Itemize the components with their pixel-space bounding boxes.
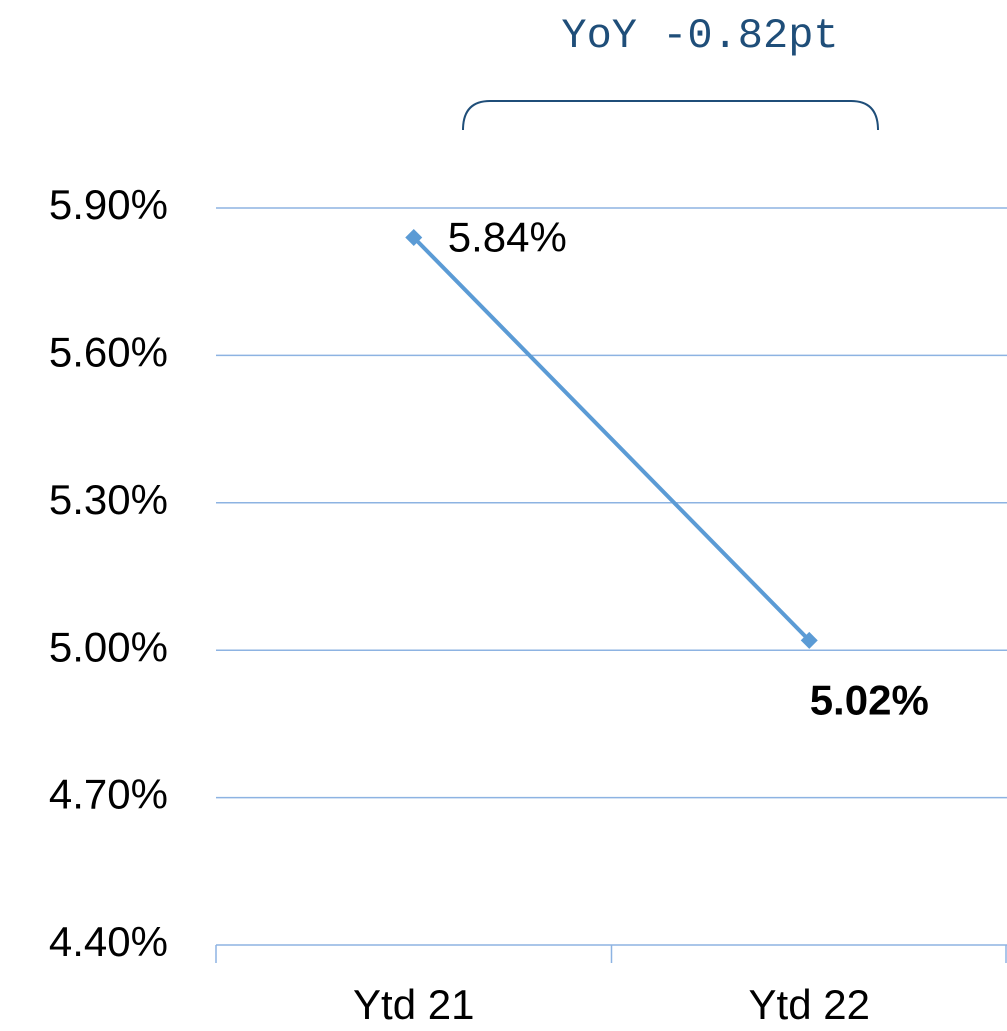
- y-tick-label: 4.40%: [49, 918, 168, 965]
- x-tick-label: Ytd 22: [749, 981, 870, 1028]
- data-label: 5.02%: [810, 676, 929, 723]
- x-tick-label: Ytd 21: [353, 981, 474, 1028]
- marker: [800, 631, 818, 649]
- y-tick-label: 5.00%: [49, 623, 168, 670]
- y-tick-label: 5.90%: [49, 181, 168, 228]
- brace: [462, 100, 879, 131]
- y-tick-label: 5.60%: [49, 328, 168, 375]
- marker: [405, 228, 423, 246]
- annotation: YoY -0.82pt: [561, 12, 838, 60]
- y-tick-label: 4.70%: [49, 771, 168, 818]
- data-label: 5.84%: [448, 214, 567, 261]
- line: [412, 236, 811, 642]
- y-tick-label: 5.30%: [49, 476, 168, 523]
